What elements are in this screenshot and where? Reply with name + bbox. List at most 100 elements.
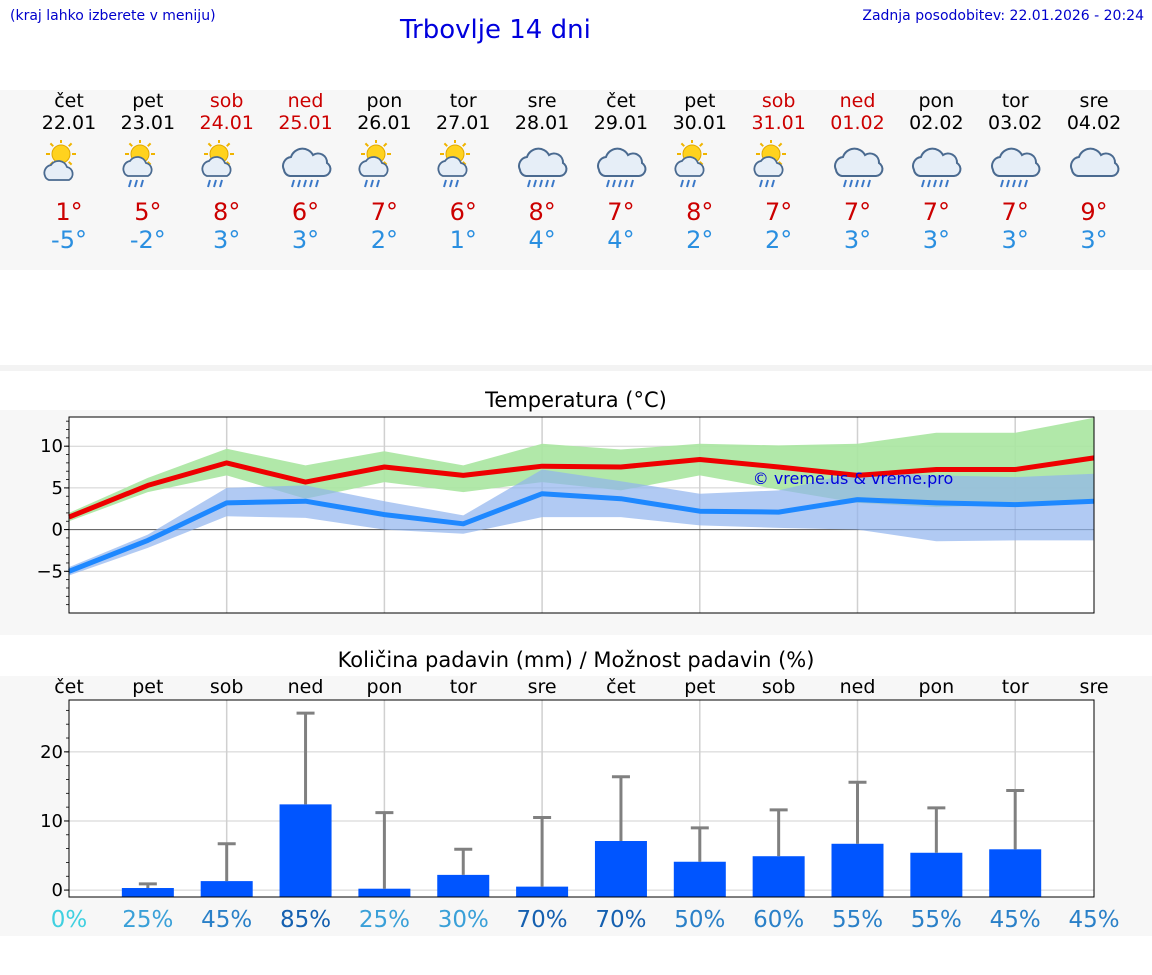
y-tick-label: −5 (36, 561, 63, 582)
precipitation-chart-title: Količina padavin (mm) / Možnost padavin … (337, 648, 815, 672)
precipitation-probability-label: 50% (674, 907, 725, 933)
x-category-label: čet (606, 676, 636, 698)
precipitation-probability-label: 70% (517, 907, 568, 933)
precipitation-probability-label: 30% (438, 907, 489, 933)
x-category-label: tor (450, 676, 477, 698)
temperature-plot-border (68, 416, 1095, 614)
day-name: sob (209, 90, 244, 112)
y-tick-label: 10 (40, 436, 63, 457)
sun-cloud-rain-icon (354, 139, 414, 188)
precipitation-plot-border (68, 699, 1095, 898)
sun-cloud-rain-icon (118, 139, 178, 188)
max-temperature: 8° (686, 198, 714, 226)
x-category-label: sob (210, 676, 244, 698)
day-date: 26.01 (357, 112, 412, 134)
x-category-label: ned (288, 676, 324, 698)
min-temperature: 2° (370, 226, 399, 254)
min-temperature: 3° (1080, 226, 1108, 254)
precipitation-probability-label: 45% (201, 907, 252, 933)
day-name: pon (366, 90, 403, 112)
min-temperature: 4° (528, 226, 556, 254)
day-date: 01.02 (830, 112, 885, 134)
min-temperature: 3° (922, 226, 950, 254)
max-temperature: 7° (370, 198, 399, 226)
day-date: 27.01 (436, 112, 491, 134)
day-date: 23.01 (120, 112, 176, 134)
max-temperature: 7° (922, 198, 950, 226)
day-date: 31.01 (751, 112, 806, 134)
day-name: čet (54, 90, 84, 112)
day-date: 04.02 (1066, 112, 1122, 134)
page-title: Trbovlje 14 dni (400, 15, 591, 45)
precipitation-probability-label: 0% (51, 907, 88, 933)
precipitation-probability-label: 25% (359, 907, 410, 933)
min-temperature: 2° (686, 226, 714, 254)
x-category-label: sob (762, 676, 796, 698)
sun-cloud-rain-icon (433, 139, 493, 188)
max-temperature: 6° (291, 198, 320, 226)
sun-cloud-rain-icon (670, 139, 730, 188)
precipitation-bar (831, 843, 884, 897)
cloud-rain-icon (985, 140, 1045, 188)
min-temperature: 1° (449, 226, 477, 254)
max-temperature: 7° (607, 198, 635, 226)
day-date: 28.01 (514, 112, 570, 134)
precipitation-probability-label: 25% (122, 907, 173, 933)
precipitation-probability-label: 55% (832, 907, 883, 933)
precipitation-bar (437, 874, 490, 897)
day-name: pet (684, 90, 716, 112)
y-tick-label: 5 (52, 478, 63, 499)
min-temperature-line (68, 491, 1095, 574)
precipitation-probability-label: 45% (990, 907, 1041, 933)
day-name: ned (287, 90, 324, 112)
max-temperature: 6° (449, 198, 477, 226)
precipitation-probability-label: 45% (1068, 907, 1119, 933)
max-temperature: 1° (55, 198, 83, 226)
min-temperature: 2° (765, 226, 793, 254)
max-temperature: 5° (134, 198, 162, 226)
precipitation-bar (200, 881, 253, 897)
day-name: tor (449, 90, 477, 112)
temperature-chart-title: Temperatura (°C) (485, 388, 667, 412)
cloud-rain-icon (591, 140, 651, 188)
y-tick-label: 10 (40, 811, 63, 832)
precipitation-probability-label: 70% (595, 907, 646, 933)
day-date: 02.02 (909, 112, 964, 134)
precipitation-probability-label: 60% (753, 907, 804, 933)
min-temperature: -5° (51, 226, 87, 254)
location-hint: (kraj lahko izberete v meniju) (10, 8, 216, 24)
min-temperature: -2° (129, 226, 166, 254)
day-name: sre (1079, 90, 1109, 112)
x-category-label: tor (1002, 676, 1029, 698)
cloud-rain-icon (276, 140, 336, 188)
sun-cloud-rain-icon (197, 139, 257, 188)
x-category-label: sre (1080, 676, 1109, 698)
cloud-rain-icon (906, 140, 966, 188)
cloud-icon (1064, 140, 1124, 188)
day-date: 30.01 (672, 112, 727, 134)
min-temperature: 4° (607, 226, 635, 254)
precipitation-bar (279, 804, 332, 897)
min-temperature: 3° (213, 226, 241, 254)
day-date: 24.01 (199, 112, 254, 134)
max-temperature-line (68, 455, 1095, 520)
precipitation-bar (989, 849, 1042, 897)
daily-forecast-strip: čet 22.01 1° -5° pet 23.01 5° -2° sob 24.01 8° 3° ne… (0, 90, 1152, 270)
sun-cloud-icon (39, 139, 99, 188)
max-temperature: 7° (843, 198, 872, 226)
y-tick-label: 0 (52, 520, 63, 541)
sun-cloud-rain-icon (749, 139, 809, 188)
day-date: 22.01 (41, 112, 97, 134)
day-name: sob (761, 90, 796, 112)
x-category-label: pon (367, 676, 403, 698)
precipitation-bar (121, 888, 174, 897)
precipitation-bar (516, 886, 569, 897)
precipitation-bar (910, 852, 963, 897)
precipitation-bar (358, 888, 411, 897)
precipitation-bar (752, 856, 805, 897)
day-name: pet (132, 90, 164, 112)
max-temperature: 8° (528, 198, 556, 226)
cloud-rain-icon (512, 140, 572, 188)
y-tick-label: 0 (52, 880, 63, 901)
